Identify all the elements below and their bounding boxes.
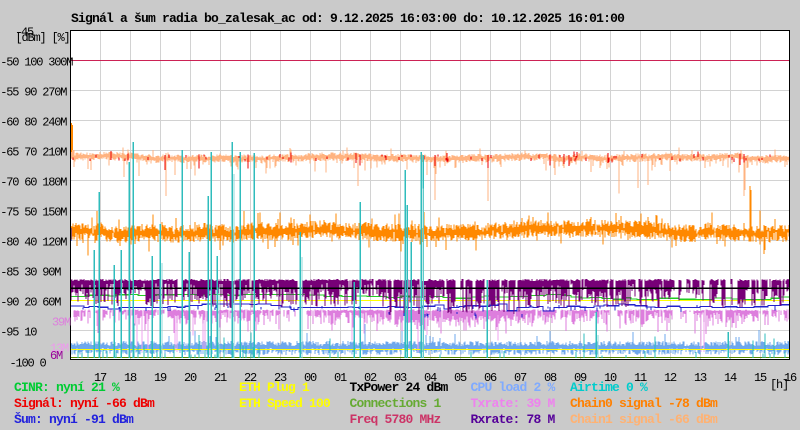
- svg-text:-85 30 90M: -85 30 90M: [0, 266, 61, 280]
- svg-text:-95 10: -95 10: [0, 326, 37, 340]
- svg-text:39M: 39M: [52, 316, 71, 330]
- svg-text:Airtime 0 %: Airtime 0 %: [570, 380, 648, 395]
- svg-text:18: 18: [124, 371, 137, 385]
- svg-text:13M: 13M: [50, 342, 69, 356]
- svg-text:-55 90 270M: -55 90 270M: [0, 86, 67, 100]
- svg-text:-60 80 240M: -60 80 240M: [0, 116, 67, 130]
- svg-text:14: 14: [724, 371, 737, 385]
- svg-text:6M: 6M: [50, 349, 63, 363]
- svg-text:Chain0 signal -78 dBm: Chain0 signal -78 dBm: [570, 396, 718, 411]
- svg-text:21: 21: [214, 371, 227, 385]
- svg-text:0: 0: [40, 357, 47, 371]
- svg-text:Freq 5780 MHz: Freq 5780 MHz: [350, 412, 441, 427]
- svg-text:-50 100 300M: -50 100 300M: [0, 56, 73, 70]
- svg-text:12: 12: [664, 371, 677, 385]
- svg-text:10: 10: [604, 371, 617, 385]
- svg-text:Signál a šum radia bo_zalesak_: Signál a šum radia bo_zalesak_ac od: 9.1…: [71, 11, 625, 26]
- svg-text:08: 08: [544, 371, 557, 385]
- svg-text:-100: -100: [10, 357, 35, 371]
- svg-text:19: 19: [154, 371, 167, 385]
- svg-text:16: 16: [784, 371, 797, 385]
- svg-text:02: 02: [364, 371, 377, 385]
- svg-text:23: 23: [274, 371, 287, 385]
- svg-text:Rxrate: 78 M: Rxrate: 78 M: [471, 412, 556, 427]
- svg-text:11: 11: [634, 371, 647, 385]
- svg-text:[h]: [h]: [770, 378, 788, 392]
- svg-text:Chain1 signal -66 dBm: Chain1 signal -66 dBm: [570, 412, 718, 427]
- svg-text:03: 03: [394, 371, 407, 385]
- svg-text:15: 15: [754, 371, 767, 385]
- svg-text:TxPower 24 dBm: TxPower 24 dBm: [350, 380, 449, 395]
- svg-text:-45: -45: [15, 25, 34, 39]
- svg-text:01: 01: [334, 371, 347, 385]
- svg-text:ETH Plug 1: ETH Plug 1: [239, 380, 310, 395]
- svg-text:-90 20 60M: -90 20 60M: [0, 296, 61, 310]
- svg-text:05: 05: [454, 371, 467, 385]
- svg-text:07: 07: [514, 371, 527, 385]
- svg-text:22: 22: [244, 371, 257, 385]
- svg-text:13: 13: [694, 371, 707, 385]
- svg-text:06: 06: [484, 371, 497, 385]
- svg-text:09: 09: [574, 371, 587, 385]
- svg-text:ETH Speed 100: ETH Speed 100: [239, 396, 331, 411]
- svg-text:[dBm] [%]: [dBm] [%]: [16, 31, 70, 45]
- svg-text:Connections 1: Connections 1: [350, 396, 442, 411]
- svg-text:-80 40 120M: -80 40 120M: [0, 236, 67, 250]
- svg-text:CINR: nyní 21 %: CINR: nyní 21 %: [14, 380, 120, 395]
- svg-text:Šum: nyní -91 dBm: Šum: nyní -91 dBm: [14, 412, 134, 427]
- svg-text:17: 17: [94, 371, 107, 385]
- svg-text:CPU load 2 %: CPU load 2 %: [471, 380, 556, 395]
- svg-text:04: 04: [424, 371, 437, 385]
- svg-text:-75 50 150M: -75 50 150M: [0, 206, 67, 220]
- svg-text:-65 70 210M: -65 70 210M: [0, 146, 67, 160]
- svg-text:Txrate: 39 M: Txrate: 39 M: [471, 396, 556, 411]
- svg-text:-70 60 180M: -70 60 180M: [0, 176, 67, 190]
- svg-text:20: 20: [184, 371, 197, 385]
- svg-text:Signál: nyní -66 dBm: Signál: nyní -66 dBm: [14, 396, 155, 411]
- svg-text:00: 00: [304, 371, 317, 385]
